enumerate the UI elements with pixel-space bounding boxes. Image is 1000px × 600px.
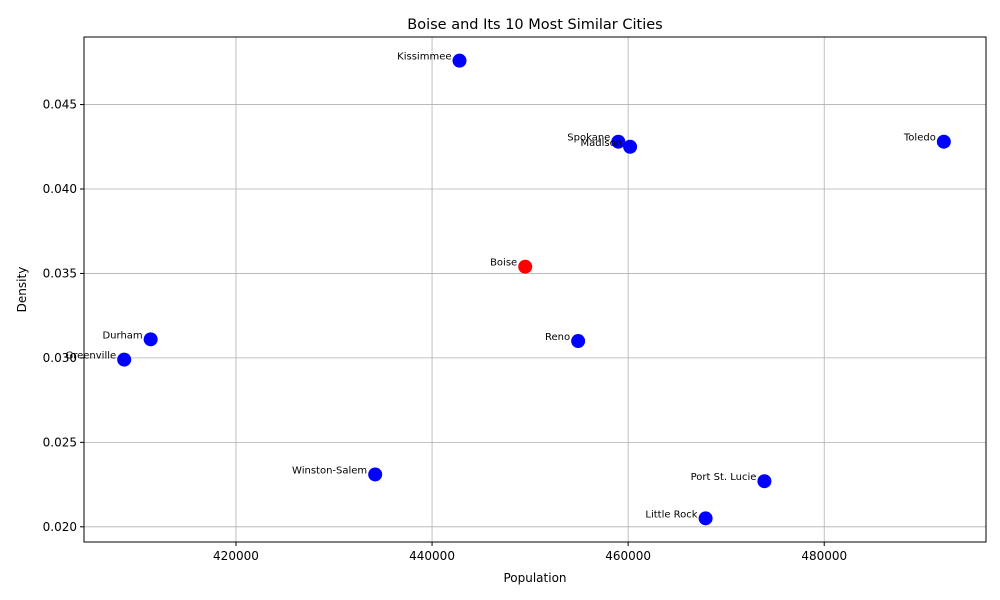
point-port-st-lucie	[757, 474, 772, 489]
point-label-boise: Boise	[490, 258, 517, 269]
plot-frame	[83, 36, 987, 543]
point-label-durham: Durham	[102, 330, 142, 341]
x-tick-label: 460000	[605, 549, 651, 563]
grid	[84, 37, 986, 542]
y-axis-ticks: 0.020 0.025 0.030 0.035 0.040 0.045	[43, 98, 84, 534]
x-tick-label: 420000	[213, 549, 259, 563]
y-axis-label: Density	[15, 267, 29, 313]
point-little-rock	[698, 511, 713, 526]
point-label-spokane: Spokane	[567, 133, 610, 144]
y-tick-label: 0.035	[43, 266, 77, 280]
y-tick-label: 0.040	[43, 182, 77, 196]
point-greenville	[117, 352, 132, 367]
x-axis-label: Population	[503, 571, 566, 585]
chart-title: Boise and Its 10 Most Similar Cities	[407, 17, 662, 33]
point-durham	[143, 332, 158, 347]
point-label-greenville: Greenville	[65, 351, 116, 362]
point-reno	[571, 334, 586, 349]
point-label-port-st-lucie: Port St. Lucie	[691, 472, 757, 483]
point-madison	[623, 139, 638, 154]
point-label-little-rock: Little Rock	[645, 509, 697, 520]
point-label-kissimmee: Kissimmee	[397, 52, 451, 63]
x-tick-label: 440000	[409, 549, 455, 563]
y-tick-label: 0.030	[43, 351, 77, 365]
point-toledo	[936, 134, 951, 149]
point-kissimmee	[452, 53, 467, 68]
point-label-reno: Reno	[545, 332, 570, 343]
point-spokane	[611, 134, 626, 149]
data-points	[117, 53, 951, 526]
x-axis-ticks: 420000 440000 460000 480000	[213, 542, 847, 563]
x-tick-label: 480000	[801, 549, 847, 563]
y-tick-label: 0.025	[43, 435, 77, 449]
point-label-winston-salem: Winston-Salem	[292, 465, 367, 476]
y-tick-label: 0.020	[43, 520, 77, 534]
point-label-madison: Madison	[581, 138, 623, 149]
point-winston-salem	[368, 467, 383, 482]
y-tick-label: 0.045	[43, 98, 77, 112]
point-boise	[518, 259, 533, 274]
point-label-toledo: Toledo	[903, 133, 936, 144]
